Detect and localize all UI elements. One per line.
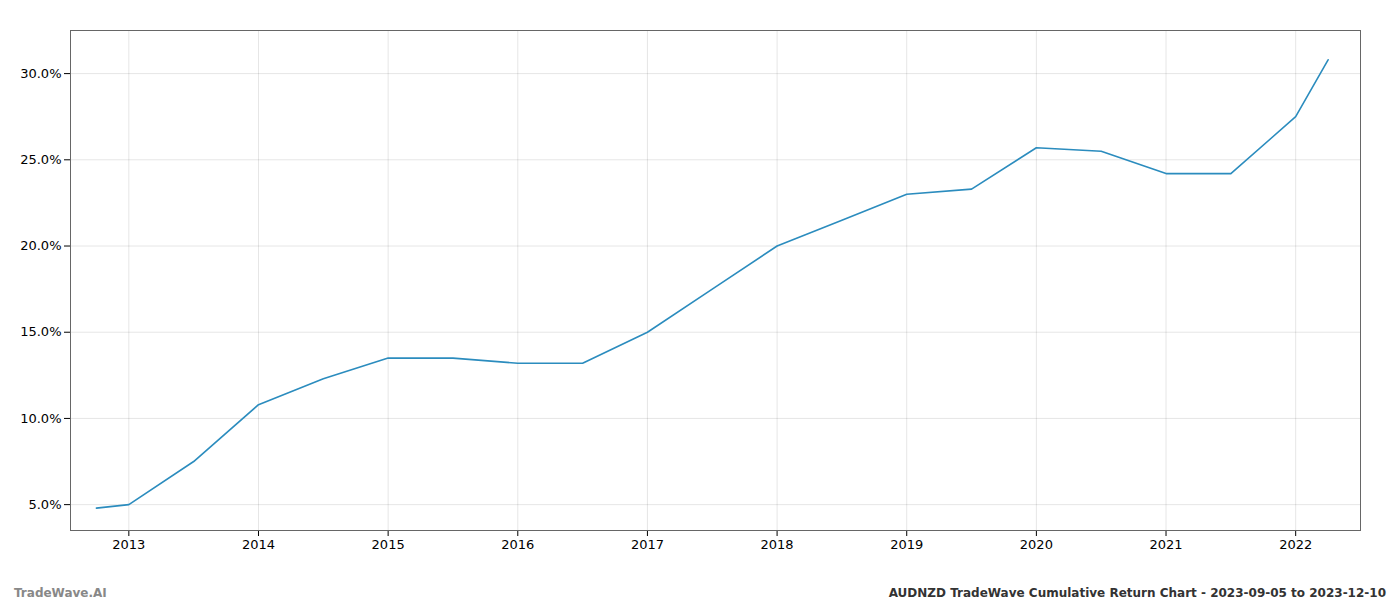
svg-text:2014: 2014	[242, 537, 275, 552]
svg-text:2015: 2015	[372, 537, 405, 552]
html-text:TradeWave.AI: TradeWave.AI	[14, 586, 107, 600]
svg-text:2013: 2013	[112, 537, 145, 552]
svg-text:2021: 2021	[1149, 537, 1182, 552]
svg-text:25.0%: 25.0%	[20, 152, 61, 167]
svg-text:15.0%: 15.0%	[20, 324, 61, 339]
svg-text:20.0%: 20.0%	[20, 238, 61, 253]
svg-text:2022: 2022	[1279, 537, 1312, 552]
html-text:AUDNZD TradeWave Cumulative Re: AUDNZD TradeWave Cumulative Return Chart…	[888, 586, 1386, 600]
svg-text:2016: 2016	[501, 537, 534, 552]
svg-text:2019: 2019	[890, 537, 923, 552]
svg-text:30.0%: 30.0%	[20, 66, 61, 81]
svg-text:2020: 2020	[1020, 537, 1053, 552]
svg-text:2017: 2017	[631, 537, 664, 552]
svg-text:5.0%: 5.0%	[28, 497, 61, 512]
svg-text:2018: 2018	[761, 537, 794, 552]
svg-text:10.0%: 10.0%	[20, 411, 61, 426]
